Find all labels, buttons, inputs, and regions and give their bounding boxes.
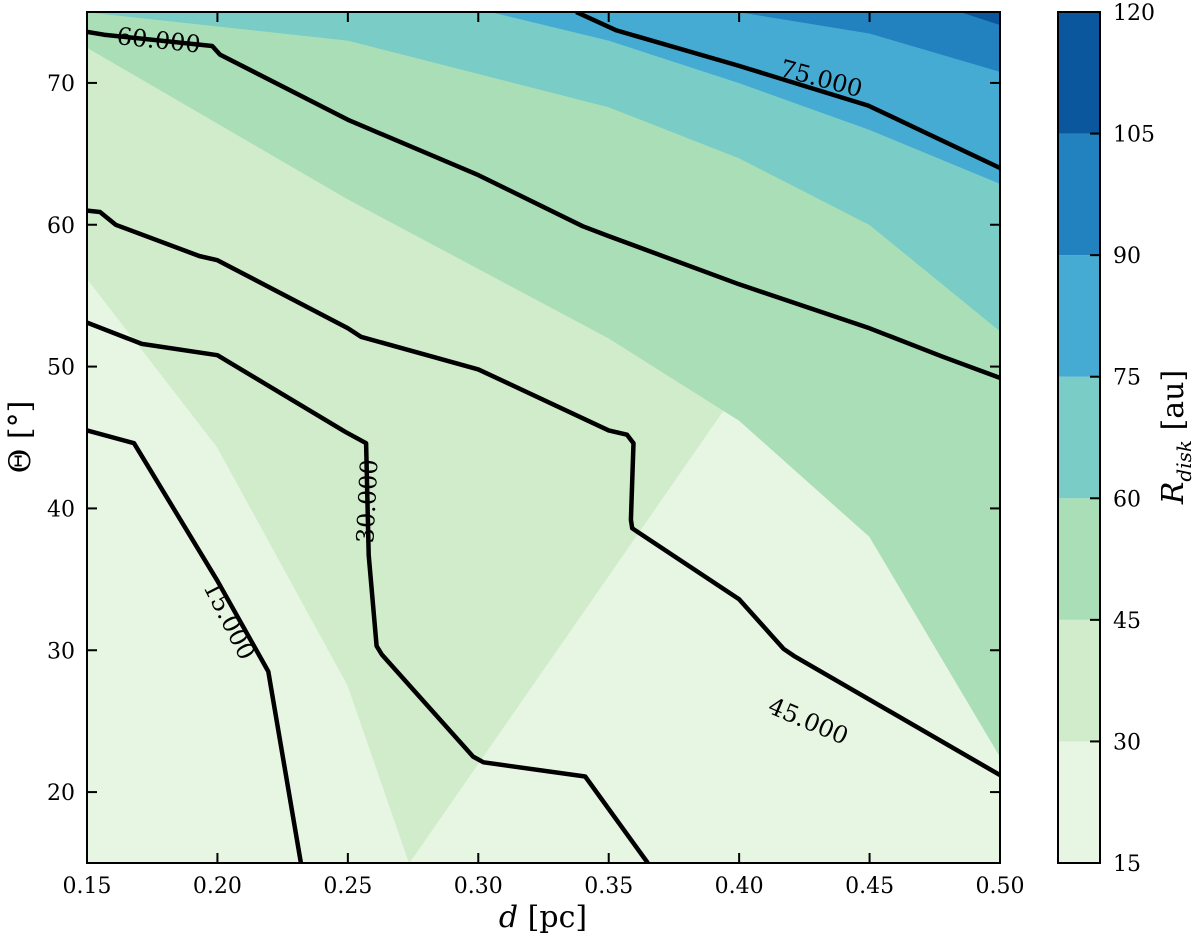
y-tick-label: 50 — [47, 356, 75, 381]
colorbar-band-15 — [1058, 741, 1100, 863]
fill-band-90 — [739, 12, 1000, 72]
contour-label-text: 30.000 — [351, 459, 383, 544]
contour-line-15 — [87, 428, 304, 863]
fill-band-45 — [87, 12, 1000, 758]
y-tick-label: 20 — [47, 781, 75, 806]
colorbar-band-30 — [1058, 619, 1100, 742]
colorbar-band-75 — [1058, 255, 1100, 377]
fill-band-75 — [491, 12, 1000, 184]
y-tick-label: 70 — [47, 72, 75, 97]
colorbar-band-105 — [1058, 12, 1100, 134]
x-tick-label: 0.35 — [584, 874, 633, 899]
filled-contours — [87, 12, 1000, 863]
contour-line-30 — [87, 320, 650, 863]
colorbar-tick-label: 60 — [1113, 487, 1141, 512]
colorbar-tick-label: 105 — [1113, 123, 1155, 148]
x-axis-title: d [pc] — [499, 900, 587, 935]
contour-line-60 — [87, 29, 1000, 381]
colorbar-tick-label: 90 — [1113, 244, 1141, 269]
contour-line-75 — [575, 12, 1000, 171]
colorbar-tick-label: 120 — [1113, 1, 1155, 26]
colorbar-band-60 — [1058, 376, 1100, 499]
y-tick-label: 40 — [47, 497, 75, 522]
colorbar-band-45 — [1058, 498, 1100, 620]
x-tick-label: 0.30 — [454, 874, 503, 899]
plot-frame — [86, 11, 1001, 864]
contour-label-30: 30.000 — [351, 459, 383, 544]
x-tick-label: 0.40 — [715, 874, 764, 899]
x-axis-ticks: 0.15 0.20 0.25 0.30 0.35 0.40 0.45 0.50 — [63, 12, 1025, 899]
x-tick-label: 0.20 — [193, 874, 242, 899]
colorbar-title: Rdisk [au] — [1156, 370, 1196, 505]
x-tick-label: 0.50 — [976, 874, 1025, 899]
y-tick-label: 30 — [47, 639, 75, 664]
fill-band-105 — [960, 12, 1000, 26]
contour-line-45 — [87, 208, 1000, 778]
colorbar-frame — [1057, 11, 1101, 864]
colorbar: 15 30 45 60 75 90 105 120 — [1058, 1, 1155, 877]
colorbar-tick-label: 30 — [1113, 730, 1141, 755]
y-axis-title: Θ [°] — [3, 401, 38, 474]
colorbar-tick-label: 45 — [1113, 609, 1141, 634]
colorbar-band-90 — [1058, 133, 1100, 256]
colorbar-tick-label: 15 — [1113, 852, 1141, 877]
y-axis-ticks: 20 30 40 50 60 70 — [47, 72, 1000, 806]
colorbar-tick-label: 75 — [1113, 366, 1141, 391]
x-tick-label: 0.15 — [63, 874, 112, 899]
x-tick-label: 0.45 — [845, 874, 894, 899]
y-tick-label: 60 — [47, 214, 75, 239]
x-tick-label: 0.25 — [323, 874, 372, 899]
